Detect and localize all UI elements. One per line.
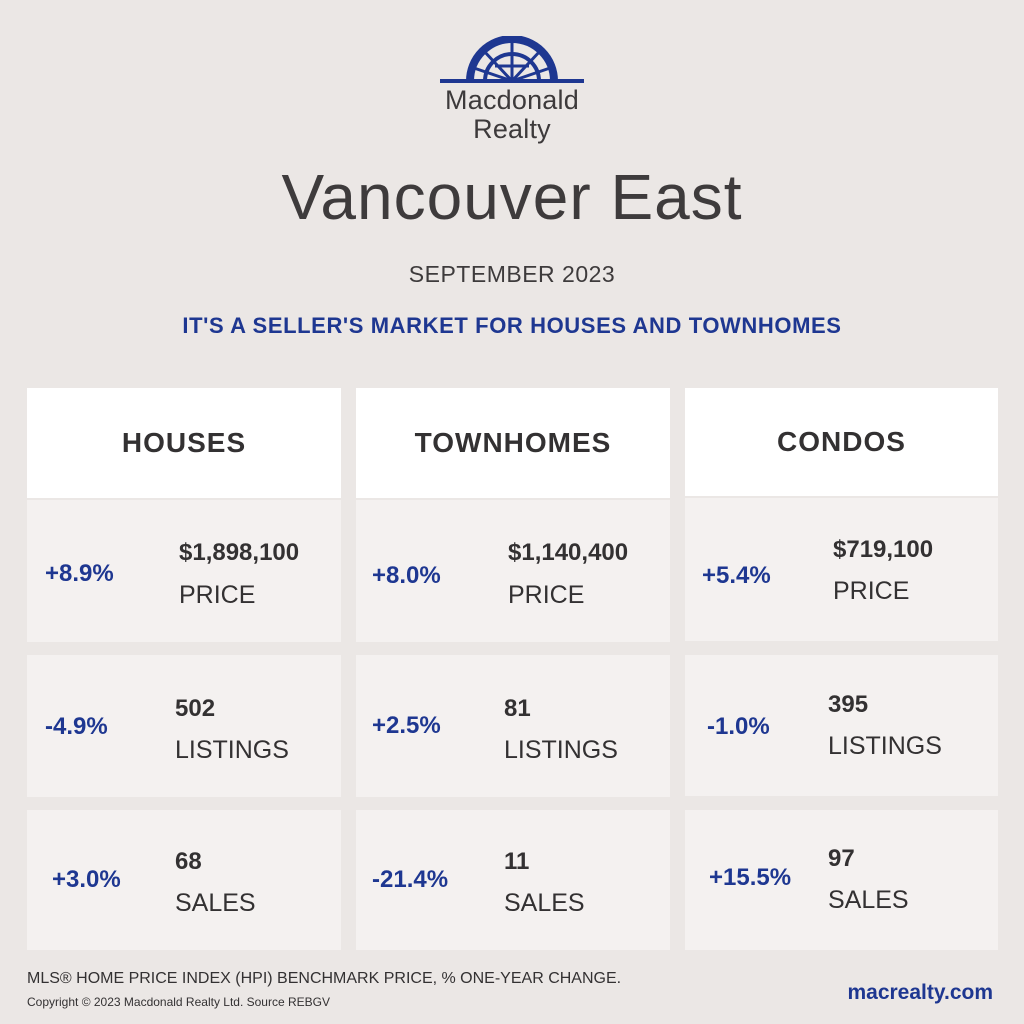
change-percent: +5.4%: [702, 562, 771, 589]
brand-logo: Macdonald Realty: [0, 36, 1024, 144]
brand-name-line2: Realty: [473, 114, 551, 144]
change-percent: -4.9%: [45, 713, 108, 740]
change-percent: +3.0%: [52, 866, 121, 893]
townhomes-price-card: +8.0% $1,140,400 PRICE: [356, 500, 670, 642]
copyright-text: Copyright © 2023 Macdonald Realty Ltd. S…: [27, 995, 330, 1009]
change-percent: -21.4%: [372, 866, 449, 893]
metric-value: 68: [175, 848, 202, 875]
brand-name-line1: Macdonald: [445, 85, 579, 115]
townhomes-listings-card: +2.5% 81 LISTINGS: [356, 655, 670, 797]
website-link[interactable]: macrealty.com: [847, 981, 993, 1004]
condos-price-card: +5.4% $719,100 PRICE: [685, 498, 998, 641]
methodology-note: MLS® HOME PRICE INDEX (HPI) BENCHMARK PR…: [27, 970, 622, 987]
change-percent: -1.0%: [707, 713, 770, 740]
change-percent: +2.5%: [372, 712, 441, 739]
market-headline: IT'S A SELLER'S MARKET FOR HOUSES AND TO…: [182, 313, 842, 338]
change-percent: +15.5%: [709, 864, 792, 891]
column-title: TOWNHOMES: [414, 427, 612, 458]
metric-label: SALES: [175, 889, 256, 917]
houses-listings-card: -4.9% 502 LISTINGS: [27, 655, 341, 797]
change-percent: +8.9%: [45, 560, 114, 587]
change-percent: +8.0%: [372, 562, 441, 589]
metric-label: LISTINGS: [504, 736, 618, 764]
metric-label: PRICE: [508, 581, 585, 609]
metric-value: $1,898,100: [179, 539, 300, 566]
metric-value: 11: [504, 848, 530, 875]
column-header-townhomes: TOWNHOMES: [356, 388, 670, 498]
houses-sales-card: +3.0% 68 SALES: [27, 810, 341, 950]
metric-label: PRICE: [179, 581, 256, 609]
compass-rose-icon: [440, 36, 584, 83]
metric-value: $719,100: [833, 536, 934, 563]
metric-value: 81: [504, 695, 531, 722]
metric-value: 502: [175, 695, 216, 722]
column-title: CONDOS: [777, 426, 906, 457]
metric-label: LISTINGS: [175, 736, 289, 764]
metric-label: LISTINGS: [828, 732, 942, 760]
metric-value: 395: [828, 691, 869, 718]
column-header-condos: CONDOS: [685, 388, 998, 496]
page-title: Vancouver East: [281, 161, 743, 233]
condos-sales-card: +15.5% 97 SALES: [685, 810, 998, 950]
metric-label: SALES: [828, 886, 909, 914]
condos-listings-card: -1.0% 395 LISTINGS: [685, 655, 998, 796]
column-title: HOUSES: [121, 427, 247, 458]
metric-label: SALES: [504, 889, 585, 917]
report-month: SEPTEMBER 2023: [408, 261, 616, 287]
metric-value: 97: [828, 845, 855, 872]
houses-price-card: +8.9% $1,898,100 PRICE: [27, 500, 341, 642]
column-header-houses: HOUSES: [27, 388, 341, 498]
metric-value: $1,140,400: [508, 539, 629, 566]
townhomes-sales-card: -21.4% 11 SALES: [356, 810, 670, 950]
metric-label: PRICE: [833, 577, 910, 605]
